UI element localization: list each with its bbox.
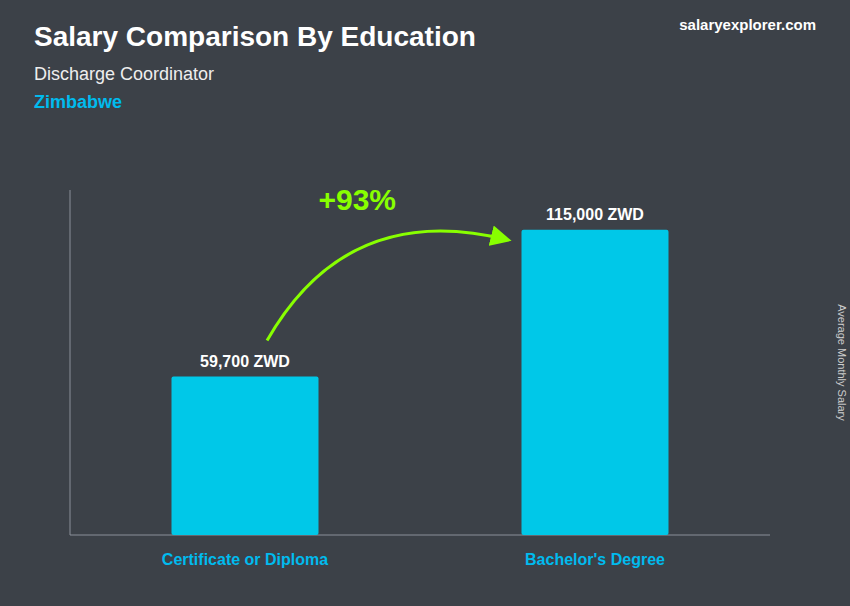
bar [522,230,669,535]
chart-svg: Salary Comparison By Education Discharge … [0,0,850,606]
bar [172,377,319,535]
bars [172,230,669,535]
data-label: 59,700 ZWD [200,353,290,370]
category-label: Bachelor's Degree [525,551,665,568]
annotation-percent: +93% [318,183,396,216]
y-axis-line [70,190,71,535]
category-label: Certificate or Diploma [162,551,328,568]
arrow [267,231,507,341]
title: Salary Comparison By Education [34,21,476,52]
annotation-country: Zimbabwe [34,92,122,112]
background [0,0,850,606]
subtitle: Discharge Coordinator [34,64,214,84]
data-label: 115,000 ZWD [546,206,644,223]
annotation-source: salaryexplorer.com [679,16,816,33]
y-axis-label: Average Monthly Salary [836,304,848,421]
chart-container: Salary Comparison By Education Discharge … [0,0,850,606]
